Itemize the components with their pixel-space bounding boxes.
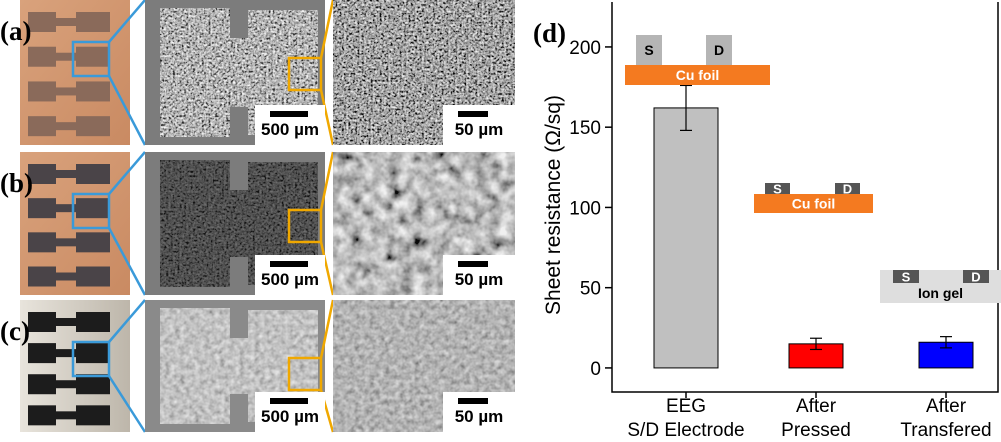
sem-pad — [230, 38, 248, 107]
scale-bar-label: 500 µm — [261, 270, 319, 289]
electrode — [56, 238, 76, 246]
electrode-label: D — [714, 42, 724, 58]
substrate-label: Cu foil — [792, 196, 836, 212]
electrode — [76, 164, 110, 184]
panel-label: (c) — [0, 316, 30, 346]
substrate-label: Ion gel — [918, 285, 963, 301]
electrode — [56, 380, 76, 388]
scale-bar — [270, 398, 308, 404]
electrode — [28, 374, 56, 394]
panel-label: (d) — [533, 18, 566, 48]
sem-pad-texture — [160, 308, 230, 424]
device-inset: S D Ion gel — [880, 270, 1001, 304]
electrode — [76, 47, 110, 67]
electrode — [76, 405, 110, 425]
scale-bar — [458, 398, 488, 404]
electrode — [28, 232, 56, 252]
bar — [654, 108, 718, 368]
electrode — [28, 198, 56, 218]
electrode-label: S — [644, 42, 653, 58]
electrode — [56, 411, 76, 419]
scale-bar-label: 50 µm — [455, 120, 504, 139]
electrode — [56, 122, 76, 130]
scale-bar — [270, 261, 308, 267]
x-tick-label: S/D Electrode — [627, 420, 744, 441]
y-tick-label: 200 — [569, 38, 601, 59]
sem-pad — [160, 8, 230, 137]
sem-pad-texture — [160, 160, 230, 287]
panel-label: (a) — [0, 16, 31, 46]
electrode — [76, 116, 110, 136]
sem-pad — [230, 190, 248, 257]
scale-bar-label: 500 µm — [261, 120, 319, 139]
micrograph-panels: 500 µm 50 µm (a) 500 µm 50 µm (b) 500 µm 50 µm (… — [0, 0, 515, 432]
device-inset: S D Cu foil — [754, 182, 873, 214]
sem-pad — [230, 338, 248, 394]
electrode — [76, 312, 110, 332]
electrode — [56, 273, 76, 281]
sem-pad-texture — [230, 338, 248, 394]
y-tick-label: 50 — [580, 279, 601, 300]
figure: 500 µm 50 µm (a) 500 µm 50 µm (b) 500 µm 50 µm (… — [0, 0, 1001, 442]
electrode — [56, 87, 76, 95]
y-tick-label: 0 — [590, 359, 601, 380]
electrode-label: S — [773, 182, 782, 197]
x-tick-label: EEG — [666, 396, 706, 417]
electrode — [56, 18, 76, 26]
panel-label: (b) — [0, 168, 33, 198]
electrode-label: S — [902, 270, 911, 285]
electrode — [76, 232, 110, 252]
electrode — [28, 343, 56, 363]
electrode — [76, 267, 110, 287]
sem-pad-texture — [230, 38, 248, 107]
electrode — [76, 12, 110, 32]
sem-pad — [160, 160, 230, 287]
y-axis-title: Sheet resistance (Ω/sq) — [542, 95, 565, 315]
sem-pad — [160, 308, 230, 424]
electrode-label: D — [971, 270, 980, 285]
x-tick-label: Pressed — [781, 420, 851, 441]
y-tick-label: 150 — [569, 118, 601, 139]
electrode-label: D — [843, 182, 852, 197]
y-tick-label: 100 — [569, 198, 601, 219]
scale-bar-label: 50 µm — [455, 407, 504, 426]
electrode — [76, 198, 110, 218]
electrode — [76, 81, 110, 101]
scale-bar-label: 500 µm — [261, 407, 319, 426]
electrode — [56, 318, 76, 326]
x-tick-label: Transfered — [900, 420, 991, 441]
scale-bar — [458, 261, 488, 267]
bar-chart: (d) Sheet resistance (Ω/sq) 0 50 100 150 200 EE… — [533, 2, 1001, 441]
substrate-label: Cu foil — [676, 67, 720, 83]
electrode — [28, 116, 56, 136]
electrode — [76, 343, 110, 363]
electrode — [56, 170, 76, 178]
electrode — [28, 12, 56, 32]
electrode — [28, 81, 56, 101]
electrode — [28, 47, 56, 67]
electrode — [28, 267, 56, 287]
electrode — [28, 405, 56, 425]
sem-pad-texture — [160, 8, 230, 137]
device-inset: S D Cu foil — [625, 35, 770, 85]
x-tick-label: After — [796, 396, 837, 417]
scale-bar-label: 50 µm — [455, 270, 504, 289]
sem-pad-texture — [230, 190, 248, 257]
scale-bar — [270, 111, 308, 117]
x-tick-label: After — [926, 396, 967, 417]
scale-bar — [458, 111, 488, 117]
electrode — [28, 312, 56, 332]
